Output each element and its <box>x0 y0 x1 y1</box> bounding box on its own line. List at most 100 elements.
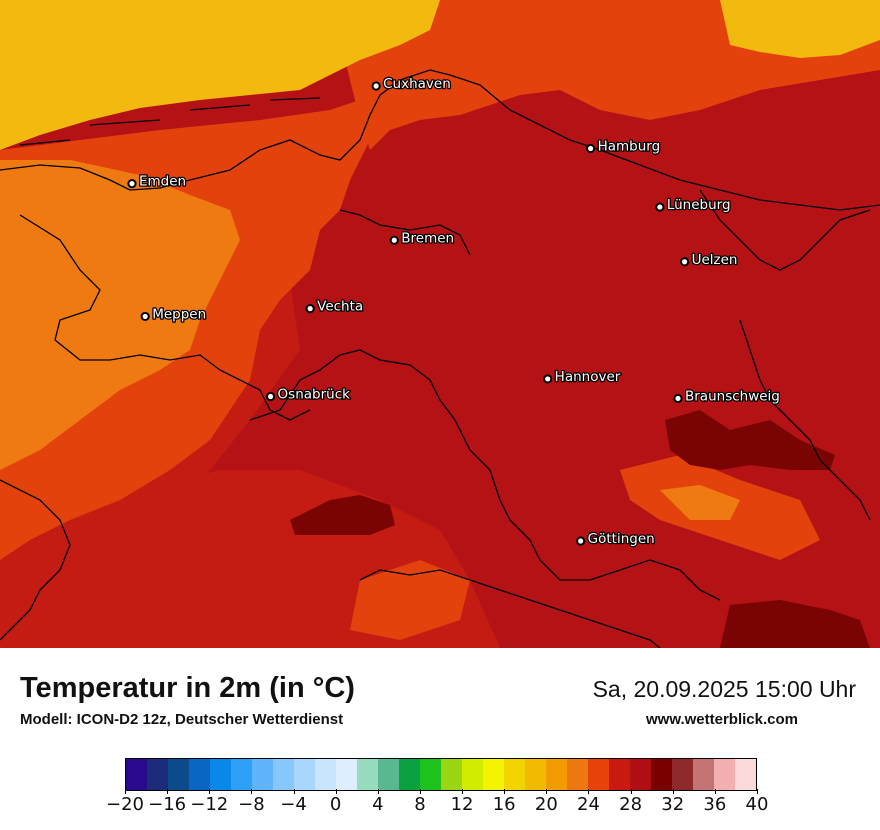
city-label: Emden <box>139 174 186 190</box>
colorbar-segment <box>693 759 714 790</box>
colorbar-segment <box>231 759 252 790</box>
colorbar-segment <box>147 759 168 790</box>
colorbar-segment <box>336 759 357 790</box>
colorbar-tick-mark <box>419 789 421 794</box>
city-marker <box>673 393 683 404</box>
colorbar-tick-mark <box>251 789 253 794</box>
colorbar-tick-label: −20 <box>106 794 144 815</box>
city-label: Bremen <box>401 230 454 246</box>
temperature-patch-harz <box>660 485 740 520</box>
city-marker <box>576 536 586 546</box>
border-west <box>19 214 311 421</box>
city-marker <box>543 374 553 384</box>
temperature-field-22-24 <box>0 160 240 470</box>
city-label: Meppen <box>152 306 206 322</box>
colorbar-segment <box>735 759 756 790</box>
colorbar-tick-mark <box>757 789 758 794</box>
city-marker <box>371 81 381 91</box>
city-marker <box>127 179 137 189</box>
city-marker <box>389 235 399 245</box>
colorbar-segment <box>462 759 483 790</box>
colorbar-tick-label: 8 <box>414 794 426 815</box>
colorbar-tick-label: 0 <box>329 794 342 815</box>
colorbar-tick-label: 24 <box>577 794 600 815</box>
website-link[interactable]: www.wetterblick.com <box>646 711 798 728</box>
city-label: Vechta <box>317 299 363 315</box>
colorbar-segment <box>630 759 651 790</box>
colorbar-segment <box>168 759 189 790</box>
forecast-datetime: Sa, 20.09.2025 15:00 Uhr <box>592 676 856 702</box>
colorbar-segment <box>714 759 735 790</box>
colorbar-segment <box>609 759 630 790</box>
coastline-islands <box>19 97 321 146</box>
colorbar-tick-mark <box>504 789 506 794</box>
colorbar-tick-mark <box>462 789 464 794</box>
city-label: Uelzen <box>692 252 738 268</box>
colorbar-segment <box>252 759 273 790</box>
city-marker <box>655 202 665 212</box>
border-state-5 <box>0 479 71 641</box>
colorbar-segment <box>546 759 567 790</box>
colorbar-tick-label: −8 <box>238 794 265 815</box>
colorbar-segment <box>651 759 672 790</box>
colorbar-ticks: −20 −16 −12 −8 −4 0 4 8 12 16 20 24 28 32 36 40 <box>106 789 768 818</box>
colorbar-tick-label: −16 <box>148 794 187 815</box>
colorbar-tick-mark <box>167 789 169 794</box>
colorbar-segment <box>126 759 147 790</box>
colorbar-segment <box>273 759 294 790</box>
colorbar-segment <box>567 759 588 790</box>
coastline-north <box>0 69 880 211</box>
colorbar-segment <box>672 759 693 790</box>
colorbar-tick-mark <box>209 789 211 794</box>
city-markers: Cuxhaven Hamburg Emden Lüneburg Bremen Uelzen… <box>127 75 781 548</box>
city-marker <box>585 143 596 154</box>
border-state-6 <box>359 569 661 648</box>
borders <box>0 69 880 648</box>
city-label: Osnabrück <box>278 386 351 402</box>
colorbar-tick-mark <box>630 789 632 794</box>
city-marker <box>140 311 150 322</box>
colorbar-tick-label: 36 <box>703 794 727 815</box>
colorbar-tick-mark <box>546 789 548 794</box>
temperature-hotspot-southwest <box>290 495 395 535</box>
city-label: Hannover <box>555 369 621 385</box>
colorbar-tick-mark <box>588 789 590 794</box>
border-state-4 <box>739 319 871 521</box>
colorbar-segment <box>420 759 441 790</box>
colorbar-segment <box>504 759 525 790</box>
colorbar-segment <box>525 759 546 790</box>
colorbar-segment <box>378 759 399 790</box>
colorbar-segment <box>210 759 231 790</box>
temperature-hotspot-east <box>665 410 835 470</box>
temperature-hotspot-southeast <box>720 600 870 648</box>
colorbar-segment <box>189 759 210 790</box>
city-label: Göttingen <box>588 531 655 547</box>
colorbar-segment <box>357 759 378 790</box>
temperature-map: Cuxhaven Hamburg Emden Lüneburg Bremen Uelzen… <box>0 0 880 648</box>
colorbar-tick-label: 16 <box>492 794 516 815</box>
colorbar-tick-label: 32 <box>661 794 685 815</box>
colorbar-tick-mark <box>125 789 126 794</box>
colorbar-segment <box>588 759 609 790</box>
colorbar-tick-mark <box>714 789 716 794</box>
colorbar-segment <box>315 759 336 790</box>
border-state-1 <box>249 349 721 601</box>
colorbar-tick-label: −12 <box>190 794 229 815</box>
border-state-2 <box>339 209 471 256</box>
colorbar-segment <box>483 759 504 790</box>
city-marker <box>305 304 315 314</box>
temperature-colorbar <box>125 758 757 791</box>
colorbar-tick-mark <box>377 789 379 794</box>
city-label: Lüneburg <box>667 197 731 213</box>
page-title: Temperatur in 2m (in °C) <box>20 672 355 704</box>
sea-area-baltic <box>720 0 880 58</box>
colorbar-tick-mark <box>293 789 295 794</box>
sea-area-north <box>0 0 440 150</box>
city-label: Braunschweig <box>685 388 780 404</box>
colorbar-tick-label: 28 <box>619 794 643 815</box>
model-subtitle: Modell: ICON-D2 12z, Deutscher Wetterdie… <box>20 711 344 728</box>
colorbar-segment <box>399 759 420 790</box>
city-label: Cuxhaven <box>383 76 451 92</box>
temperature-patch-south <box>350 560 470 640</box>
city-label: Hamburg <box>598 138 661 154</box>
